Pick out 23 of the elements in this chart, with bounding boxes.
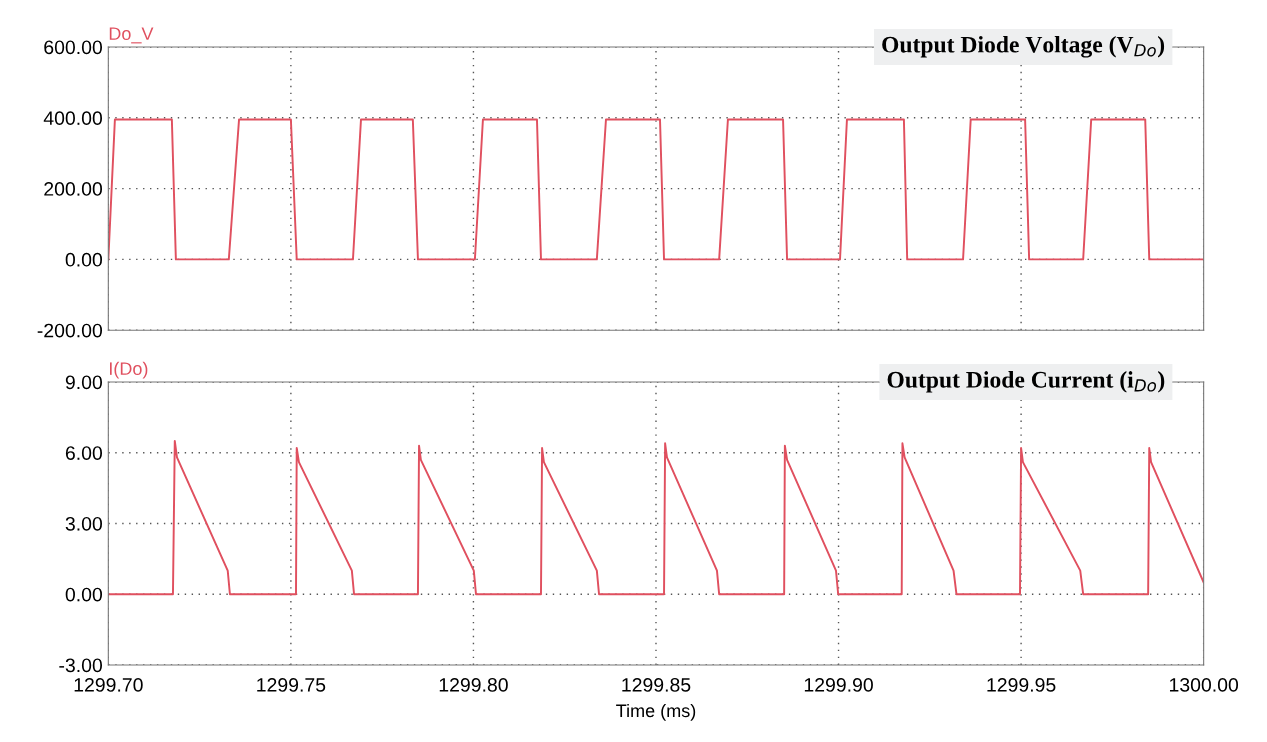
x-tick-label: 1300.00 [1169, 677, 1239, 692]
chart-title: Output Diode Current (i$_{Do}$) [887, 371, 1165, 393]
x-tick-label: 1299.90 [804, 677, 873, 692]
y-tick-label: 9.00 [65, 375, 103, 390]
x-tick-label: 1299.80 [439, 677, 508, 692]
y-tick-label: 400.00 [43, 111, 103, 126]
text: Do_V [109, 27, 154, 44]
x-tick-label: 1299.70 [74, 677, 143, 692]
line-series [108, 439, 1204, 596]
x-tick-label: 1299.75 [257, 677, 326, 692]
y-tick-label: 0.00 [65, 587, 103, 602]
text: I(Do) [110, 361, 148, 379]
x-tick-label: 1299.95 [987, 677, 1056, 692]
y-tick-label: 3.00 [65, 516, 103, 531]
x-axis-title: Time (ms) [616, 703, 696, 721]
y-tick-label: -200.00 [37, 323, 103, 338]
y-tick-label: 6.00 [65, 446, 103, 460]
y-tick-label: -3.00 [59, 658, 103, 673]
y-tick-label: 600.00 [44, 40, 103, 55]
y-tick-label: 200.00 [44, 182, 103, 196]
chart-title: Output Diode Voltage (V$_{Do}$) [882, 35, 1165, 58]
x-tick-label: 1299.85 [622, 677, 691, 692]
y-tick-label: 0.00 [65, 252, 103, 267]
